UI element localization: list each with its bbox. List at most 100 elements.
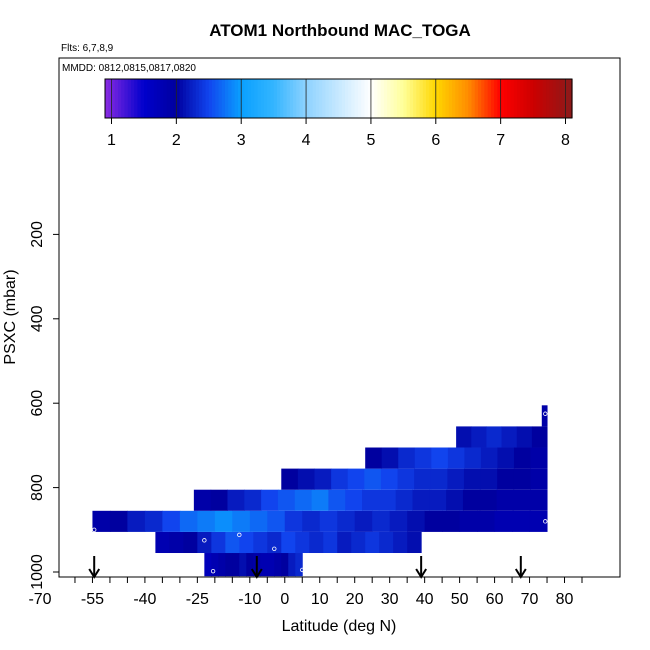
- heatmap-cell: [284, 510, 303, 532]
- heatmap-cell: [309, 531, 324, 554]
- colorbar-segment: [134, 79, 139, 118]
- heatmap-cell: [530, 468, 548, 490]
- colorbar-segment: [351, 79, 356, 118]
- heatmap-cell: [459, 510, 478, 532]
- colorbar-segment: [247, 79, 252, 118]
- colorbar-tick-label: 8: [561, 132, 570, 149]
- colorbar-segment: [276, 79, 281, 118]
- heatmap-cell: [372, 510, 391, 532]
- heatmap-cells: [92, 405, 548, 577]
- heatmap-cell: [407, 531, 422, 554]
- y-tick-label: 400: [29, 305, 46, 332]
- heatmap-cell: [414, 447, 432, 469]
- colorbar-segment: [254, 79, 259, 118]
- colorbar-segment: [169, 79, 174, 118]
- colorbar-segment: [270, 79, 275, 118]
- heatmap-cell: [347, 468, 365, 490]
- colorbar-segment: [215, 79, 220, 118]
- colorbar: 1 2 3 4 5 6 7 8: [104, 78, 573, 149]
- colorbar-segment: [309, 79, 314, 118]
- colorbar-segment: [192, 79, 197, 118]
- heatmap-cell: [398, 447, 416, 469]
- colorbar-segment: [387, 79, 391, 118]
- colorbar-segment: [484, 79, 489, 118]
- colorbar-segment: [140, 79, 145, 118]
- colorbar-segment: [409, 79, 414, 118]
- heatmap-cell: [267, 531, 282, 554]
- heatmap-cell: [210, 489, 228, 511]
- arrow-head: [88, 568, 101, 579]
- colorbar-segment: [529, 79, 534, 118]
- heatmap-cell: [365, 531, 380, 554]
- colorbar-segment: [114, 79, 119, 118]
- colorbar-segment: [179, 79, 184, 118]
- heatmap-cell: [513, 468, 531, 490]
- heatmap-cell: [513, 447, 531, 469]
- colorbar-segment: [461, 79, 466, 118]
- heatmap-cell: [345, 489, 363, 511]
- colorbar-segment: [565, 79, 570, 118]
- heatmap-cell: [260, 553, 268, 577]
- heatmap-cell: [447, 468, 465, 490]
- y-axis: 200 400 600 800 1000: [29, 221, 59, 590]
- heatmap-cell: [261, 489, 279, 511]
- heatmap-cell: [211, 531, 226, 554]
- heatmap-cell: [486, 426, 503, 448]
- colorbar-segment: [202, 79, 207, 118]
- heatmap-cell: [297, 468, 315, 490]
- heatmap-cell: [379, 531, 394, 554]
- heatmap-cell: [430, 468, 448, 490]
- colorbar-segment: [241, 79, 246, 118]
- colorbar-segment: [354, 79, 359, 118]
- colorbar-segment: [390, 79, 395, 118]
- heatmap-cell: [214, 510, 233, 532]
- colorbar-segment: [150, 79, 155, 118]
- heatmap-cell: [378, 489, 397, 511]
- heatmap-cell: [479, 489, 498, 511]
- heatmap-cell: [295, 531, 310, 554]
- colorbar-segment: [383, 79, 388, 118]
- flight-arrows: [88, 556, 527, 579]
- heatmap-cell: [92, 510, 111, 532]
- heatmap-cell: [227, 489, 245, 511]
- colorbar-segment: [487, 79, 492, 118]
- heatmap-cell: [288, 553, 296, 577]
- colorbar-segment: [130, 79, 135, 118]
- colorbar-segment: [533, 79, 537, 118]
- colorbar-segment: [435, 79, 440, 118]
- heatmap-cell: [365, 447, 383, 469]
- colorbar-segment: [562, 79, 567, 118]
- colorbar-tick-label: 3: [237, 132, 246, 149]
- heatmap-cell: [497, 447, 515, 469]
- colorbar-segment: [542, 79, 547, 118]
- colorbar-segment: [539, 79, 544, 118]
- heatmap-cell: [319, 510, 338, 532]
- colorbar-segment: [510, 79, 515, 118]
- heatmap-cell: [516, 426, 533, 448]
- x-tick-label: 80: [556, 591, 574, 608]
- heatmap-cell: [429, 489, 447, 511]
- heatmap-cell: [109, 510, 128, 532]
- x-tick-label: -25: [186, 591, 209, 608]
- heatmap-cell: [267, 553, 275, 577]
- heatmap-cell: [239, 553, 247, 577]
- colorbar-segment: [322, 79, 327, 118]
- heatmap-cell: [295, 553, 303, 577]
- colorbar-segment: [199, 79, 203, 118]
- heatmap-cell: [197, 510, 216, 532]
- colorbar-segment: [127, 79, 132, 118]
- heatmap-cell: [193, 489, 212, 511]
- colorbar-segment: [273, 79, 278, 118]
- colorbar-segment: [549, 79, 554, 118]
- heatmap-cell: [480, 468, 498, 490]
- colorbar-segment: [445, 79, 450, 118]
- colorbar-segment: [494, 79, 499, 118]
- colorbar-segment: [507, 79, 511, 118]
- colorbar-segment: [393, 79, 398, 118]
- heatmap-cell: [127, 510, 146, 532]
- colorbar-segment: [490, 79, 495, 118]
- colorbar-segment: [419, 79, 424, 118]
- colorbar-segment: [208, 79, 213, 118]
- colorbar-segment: [143, 79, 148, 118]
